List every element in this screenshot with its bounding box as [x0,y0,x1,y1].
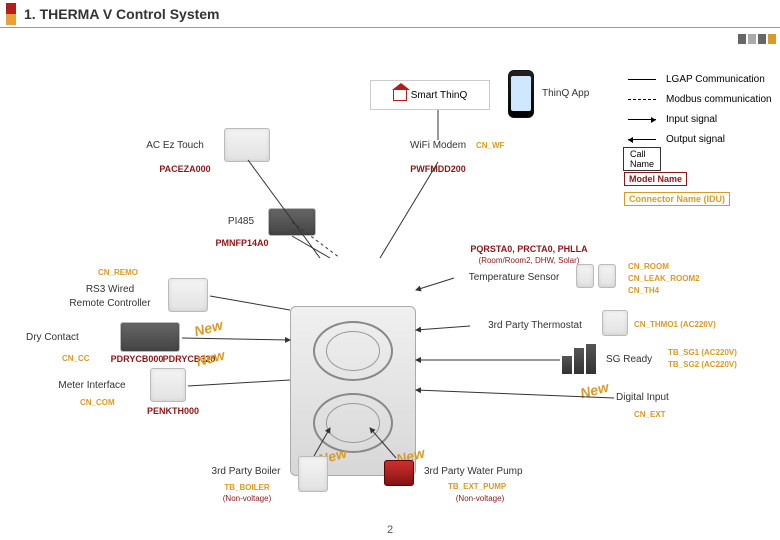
page-root: 1. THERMA V Control System Smart ThinQ T… [0,0,780,540]
page-number: 2 [387,524,393,536]
connection-lines [0,0,780,540]
